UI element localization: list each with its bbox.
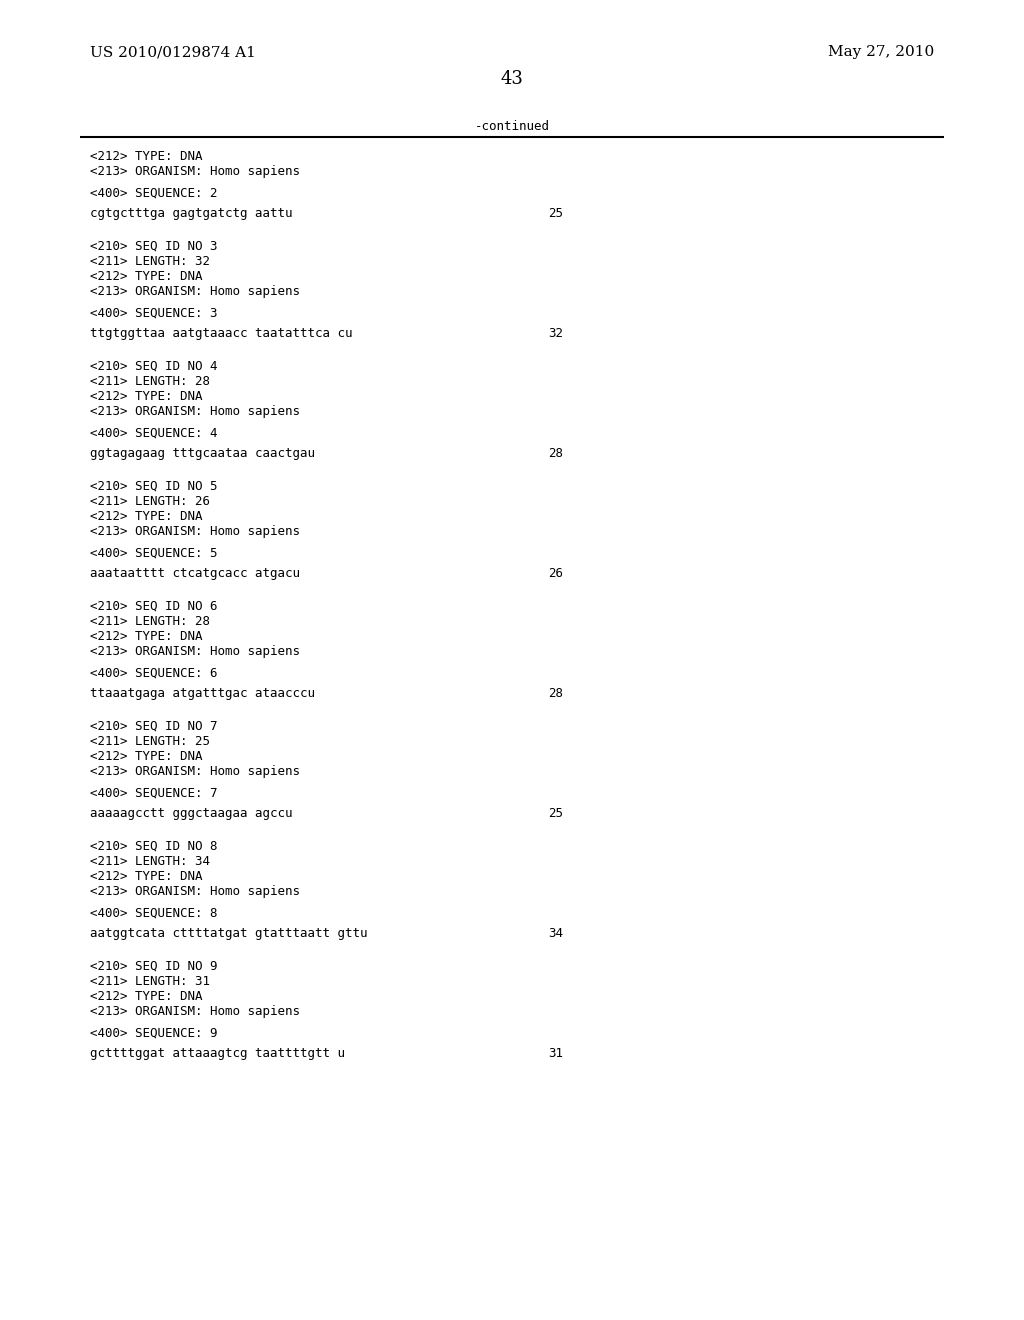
Text: <211> LENGTH: 31: <211> LENGTH: 31 xyxy=(90,975,210,987)
Text: 28: 28 xyxy=(548,686,563,700)
Text: <210> SEQ ID NO 5: <210> SEQ ID NO 5 xyxy=(90,480,218,492)
Text: ttgtggttaa aatgtaaacc taatatttca cu: ttgtggttaa aatgtaaacc taatatttca cu xyxy=(90,327,352,341)
Text: <212> TYPE: DNA: <212> TYPE: DNA xyxy=(90,990,203,1003)
Text: 25: 25 xyxy=(548,807,563,820)
Text: <400> SEQUENCE: 8: <400> SEQUENCE: 8 xyxy=(90,907,218,920)
Text: <210> SEQ ID NO 6: <210> SEQ ID NO 6 xyxy=(90,601,218,612)
Text: 28: 28 xyxy=(548,447,563,459)
Text: <213> ORGANISM: Homo sapiens: <213> ORGANISM: Homo sapiens xyxy=(90,165,300,178)
Text: <213> ORGANISM: Homo sapiens: <213> ORGANISM: Homo sapiens xyxy=(90,525,300,539)
Text: US 2010/0129874 A1: US 2010/0129874 A1 xyxy=(90,45,256,59)
Text: <213> ORGANISM: Homo sapiens: <213> ORGANISM: Homo sapiens xyxy=(90,645,300,657)
Text: <213> ORGANISM: Homo sapiens: <213> ORGANISM: Homo sapiens xyxy=(90,884,300,898)
Text: <213> ORGANISM: Homo sapiens: <213> ORGANISM: Homo sapiens xyxy=(90,285,300,298)
Text: <400> SEQUENCE: 2: <400> SEQUENCE: 2 xyxy=(90,187,218,201)
Text: <400> SEQUENCE: 7: <400> SEQUENCE: 7 xyxy=(90,787,218,800)
Text: <211> LENGTH: 26: <211> LENGTH: 26 xyxy=(90,495,210,508)
Text: <210> SEQ ID NO 9: <210> SEQ ID NO 9 xyxy=(90,960,218,973)
Text: 31: 31 xyxy=(548,1047,563,1060)
Text: aatggtcata cttttatgat gtatttaatt gttu: aatggtcata cttttatgat gtatttaatt gttu xyxy=(90,927,368,940)
Text: aaaaagcctt gggctaagaa agccu: aaaaagcctt gggctaagaa agccu xyxy=(90,807,293,820)
Text: <212> TYPE: DNA: <212> TYPE: DNA xyxy=(90,389,203,403)
Text: <400> SEQUENCE: 4: <400> SEQUENCE: 4 xyxy=(90,426,218,440)
Text: -continued: -continued xyxy=(474,120,550,133)
Text: <212> TYPE: DNA: <212> TYPE: DNA xyxy=(90,510,203,523)
Text: ttaaatgaga atgatttgac ataacccu: ttaaatgaga atgatttgac ataacccu xyxy=(90,686,315,700)
Text: May 27, 2010: May 27, 2010 xyxy=(827,45,934,59)
Text: 34: 34 xyxy=(548,927,563,940)
Text: <213> ORGANISM: Homo sapiens: <213> ORGANISM: Homo sapiens xyxy=(90,766,300,777)
Text: <400> SEQUENCE: 3: <400> SEQUENCE: 3 xyxy=(90,308,218,319)
Text: <210> SEQ ID NO 4: <210> SEQ ID NO 4 xyxy=(90,360,218,374)
Text: <210> SEQ ID NO 8: <210> SEQ ID NO 8 xyxy=(90,840,218,853)
Text: cgtgctttga gagtgatctg aattu: cgtgctttga gagtgatctg aattu xyxy=(90,207,293,220)
Text: <211> LENGTH: 25: <211> LENGTH: 25 xyxy=(90,735,210,748)
Text: gcttttggat attaaagtcg taattttgtt u: gcttttggat attaaagtcg taattttgtt u xyxy=(90,1047,345,1060)
Text: <211> LENGTH: 32: <211> LENGTH: 32 xyxy=(90,255,210,268)
Text: aaataatttt ctcatgcacc atgacu: aaataatttt ctcatgcacc atgacu xyxy=(90,568,300,579)
Text: <212> TYPE: DNA: <212> TYPE: DNA xyxy=(90,870,203,883)
Text: <212> TYPE: DNA: <212> TYPE: DNA xyxy=(90,750,203,763)
Text: <400> SEQUENCE: 5: <400> SEQUENCE: 5 xyxy=(90,546,218,560)
Text: <400> SEQUENCE: 6: <400> SEQUENCE: 6 xyxy=(90,667,218,680)
Text: <213> ORGANISM: Homo sapiens: <213> ORGANISM: Homo sapiens xyxy=(90,1005,300,1018)
Text: ggtagagaag tttgcaataa caactgau: ggtagagaag tttgcaataa caactgau xyxy=(90,447,315,459)
Text: <213> ORGANISM: Homo sapiens: <213> ORGANISM: Homo sapiens xyxy=(90,405,300,418)
Text: 43: 43 xyxy=(501,70,523,88)
Text: <211> LENGTH: 34: <211> LENGTH: 34 xyxy=(90,855,210,869)
Text: <212> TYPE: DNA: <212> TYPE: DNA xyxy=(90,271,203,282)
Text: 32: 32 xyxy=(548,327,563,341)
Text: <400> SEQUENCE: 9: <400> SEQUENCE: 9 xyxy=(90,1027,218,1040)
Text: 25: 25 xyxy=(548,207,563,220)
Text: <212> TYPE: DNA: <212> TYPE: DNA xyxy=(90,150,203,162)
Text: <211> LENGTH: 28: <211> LENGTH: 28 xyxy=(90,615,210,628)
Text: <211> LENGTH: 28: <211> LENGTH: 28 xyxy=(90,375,210,388)
Text: 26: 26 xyxy=(548,568,563,579)
Text: <210> SEQ ID NO 7: <210> SEQ ID NO 7 xyxy=(90,719,218,733)
Text: <212> TYPE: DNA: <212> TYPE: DNA xyxy=(90,630,203,643)
Text: <210> SEQ ID NO 3: <210> SEQ ID NO 3 xyxy=(90,240,218,253)
